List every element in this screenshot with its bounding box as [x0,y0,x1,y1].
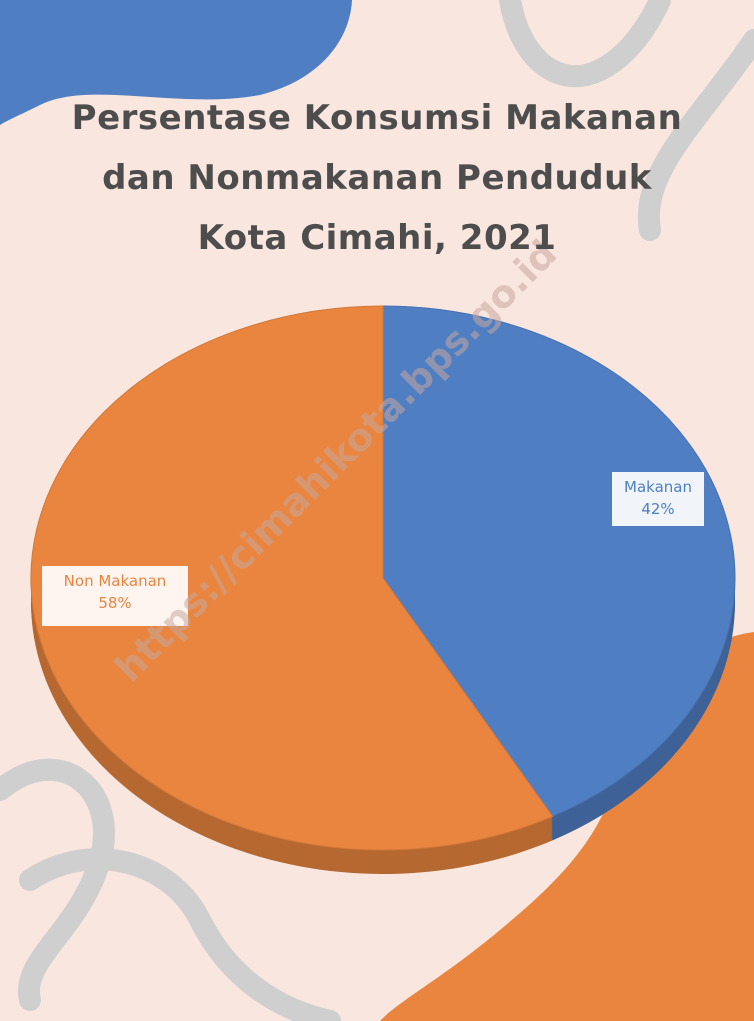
data-label-box [42,566,188,626]
data-label-category: Makanan [624,478,692,496]
data-label-value: 42% [641,500,674,518]
slice [382,305,736,817]
pie [30,305,736,874]
data-label-category: Non Makanan [64,572,167,590]
data-label-box [612,472,704,526]
slice [30,305,554,851]
data-labels: Makanan 42% Non Makanan 58% [42,472,704,626]
data-label-value: 58% [98,594,131,612]
chart-title: Persentase Konsumsi Makanan dan Nonmakan… [71,98,683,258]
